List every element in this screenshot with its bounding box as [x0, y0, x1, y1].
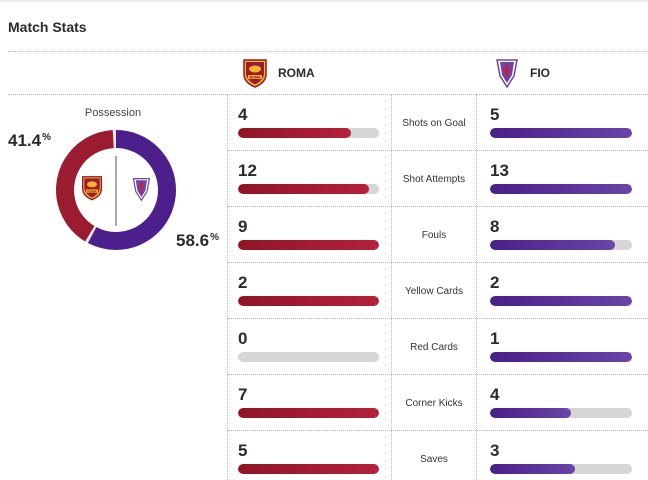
stat-row: 9 Fouls 8	[228, 207, 648, 263]
fiorentina-crest-icon	[496, 59, 518, 88]
stat-bar-home	[238, 408, 379, 418]
stat-bar-fill-home	[238, 464, 379, 474]
page-title: Match Stats	[8, 19, 87, 35]
stat-row: 5 Saves 3	[228, 431, 648, 480]
stat-bar-away	[490, 296, 632, 306]
stat-row-divider	[228, 318, 648, 319]
stat-row-divider	[228, 206, 648, 207]
team-name-home: ROMA	[278, 66, 315, 80]
possession-label: Possession	[84, 107, 142, 119]
possession-divider	[227, 94, 228, 480]
stat-row-divider	[228, 150, 648, 151]
fiorentina-crest-icon	[132, 178, 151, 202]
stat-bar-home	[238, 184, 379, 194]
team-name-away: FIO	[530, 66, 550, 80]
stat-bar-fill-home	[238, 408, 379, 418]
stat-value-home: 4	[238, 105, 248, 124]
stat-label: Yellow Cards	[405, 285, 463, 297]
stat-label: Fouls	[421, 229, 447, 241]
svg-text:ROMA: ROMA	[250, 75, 261, 79]
stat-bar-fill-home	[238, 296, 379, 306]
stat-bar-fill-away	[490, 240, 615, 250]
stat-value-home: 12	[238, 161, 257, 180]
stat-bar-away	[490, 184, 632, 194]
stat-row-divider	[228, 430, 648, 431]
stat-label: Shots on Goal	[402, 117, 466, 129]
stat-bar-away	[490, 408, 632, 418]
stat-value-away: 8	[490, 217, 500, 236]
stat-label: Corner Kicks	[405, 397, 463, 409]
stat-value-home: 2	[238, 273, 248, 292]
team-header-home: ROMA ROMA	[242, 58, 315, 88]
stat-row: 7 Corner Kicks 4	[228, 375, 648, 431]
stat-bar-away	[490, 240, 632, 250]
stat-bar-fill-home	[238, 240, 379, 250]
stat-bar-fill-away	[490, 184, 632, 194]
stat-row: 2 Yellow Cards 2	[228, 263, 648, 319]
possession-home-percent: 41.4%	[8, 131, 51, 150]
stat-row-divider	[228, 262, 648, 263]
possession-donut-chart: ROMA	[55, 129, 176, 250]
top-border	[0, 0, 648, 2]
stat-bar-home	[238, 296, 379, 306]
stat-value-home: 9	[238, 217, 248, 236]
table-top-divider	[8, 94, 648, 95]
stat-value-home: 0	[238, 329, 248, 348]
roma-crest-icon: ROMA	[82, 176, 103, 201]
stat-bar-home	[238, 128, 379, 138]
stat-value-away: 3	[490, 441, 500, 460]
stat-value-home: 5	[238, 441, 248, 460]
stat-row: 4 Shots on Goal 5	[228, 95, 648, 151]
team-header-away: FIO	[494, 58, 550, 88]
stat-bar-home	[238, 464, 379, 474]
stat-value-away: 4	[490, 385, 500, 404]
stat-value-away: 13	[490, 161, 509, 180]
stat-bar-fill-away	[490, 128, 632, 138]
stat-bar-away	[490, 128, 632, 138]
stat-bar-away	[490, 352, 632, 362]
stat-value-away: 2	[490, 273, 500, 292]
stat-label: Shot Attempts	[402, 173, 466, 185]
stat-bar-home	[238, 240, 379, 250]
stat-label: Saves	[420, 453, 448, 465]
stat-bar-fill-away	[490, 352, 632, 362]
stat-label: Red Cards	[410, 341, 458, 353]
stat-bar-fill-home	[238, 128, 351, 138]
roma-crest-icon: ROMA	[243, 59, 267, 88]
svg-text:ROMA: ROMA	[87, 189, 97, 193]
stat-bar-fill-away	[490, 464, 576, 474]
stat-value-away: 1	[490, 329, 500, 348]
header-divider	[8, 51, 648, 52]
stat-row-divider	[228, 374, 648, 375]
stat-bar-fill-home	[238, 184, 370, 194]
stat-value-home: 7	[238, 385, 248, 404]
possession-away-percent: 58.6%	[176, 231, 219, 250]
stat-bar-fill-away	[490, 296, 632, 306]
donut-segment-away	[56, 130, 176, 250]
stat-bar-fill-away	[490, 408, 571, 418]
stat-bar-home	[238, 352, 379, 362]
stat-row: 12 Shot Attempts 13	[228, 151, 648, 207]
label-column-left-divider	[391, 94, 392, 480]
stat-value-away: 5	[490, 105, 500, 124]
stat-row: 0 Red Cards 1	[228, 319, 648, 375]
donut-segment-home	[55, 129, 176, 250]
label-column-right-divider	[476, 94, 477, 480]
stat-bar-away	[490, 464, 632, 474]
